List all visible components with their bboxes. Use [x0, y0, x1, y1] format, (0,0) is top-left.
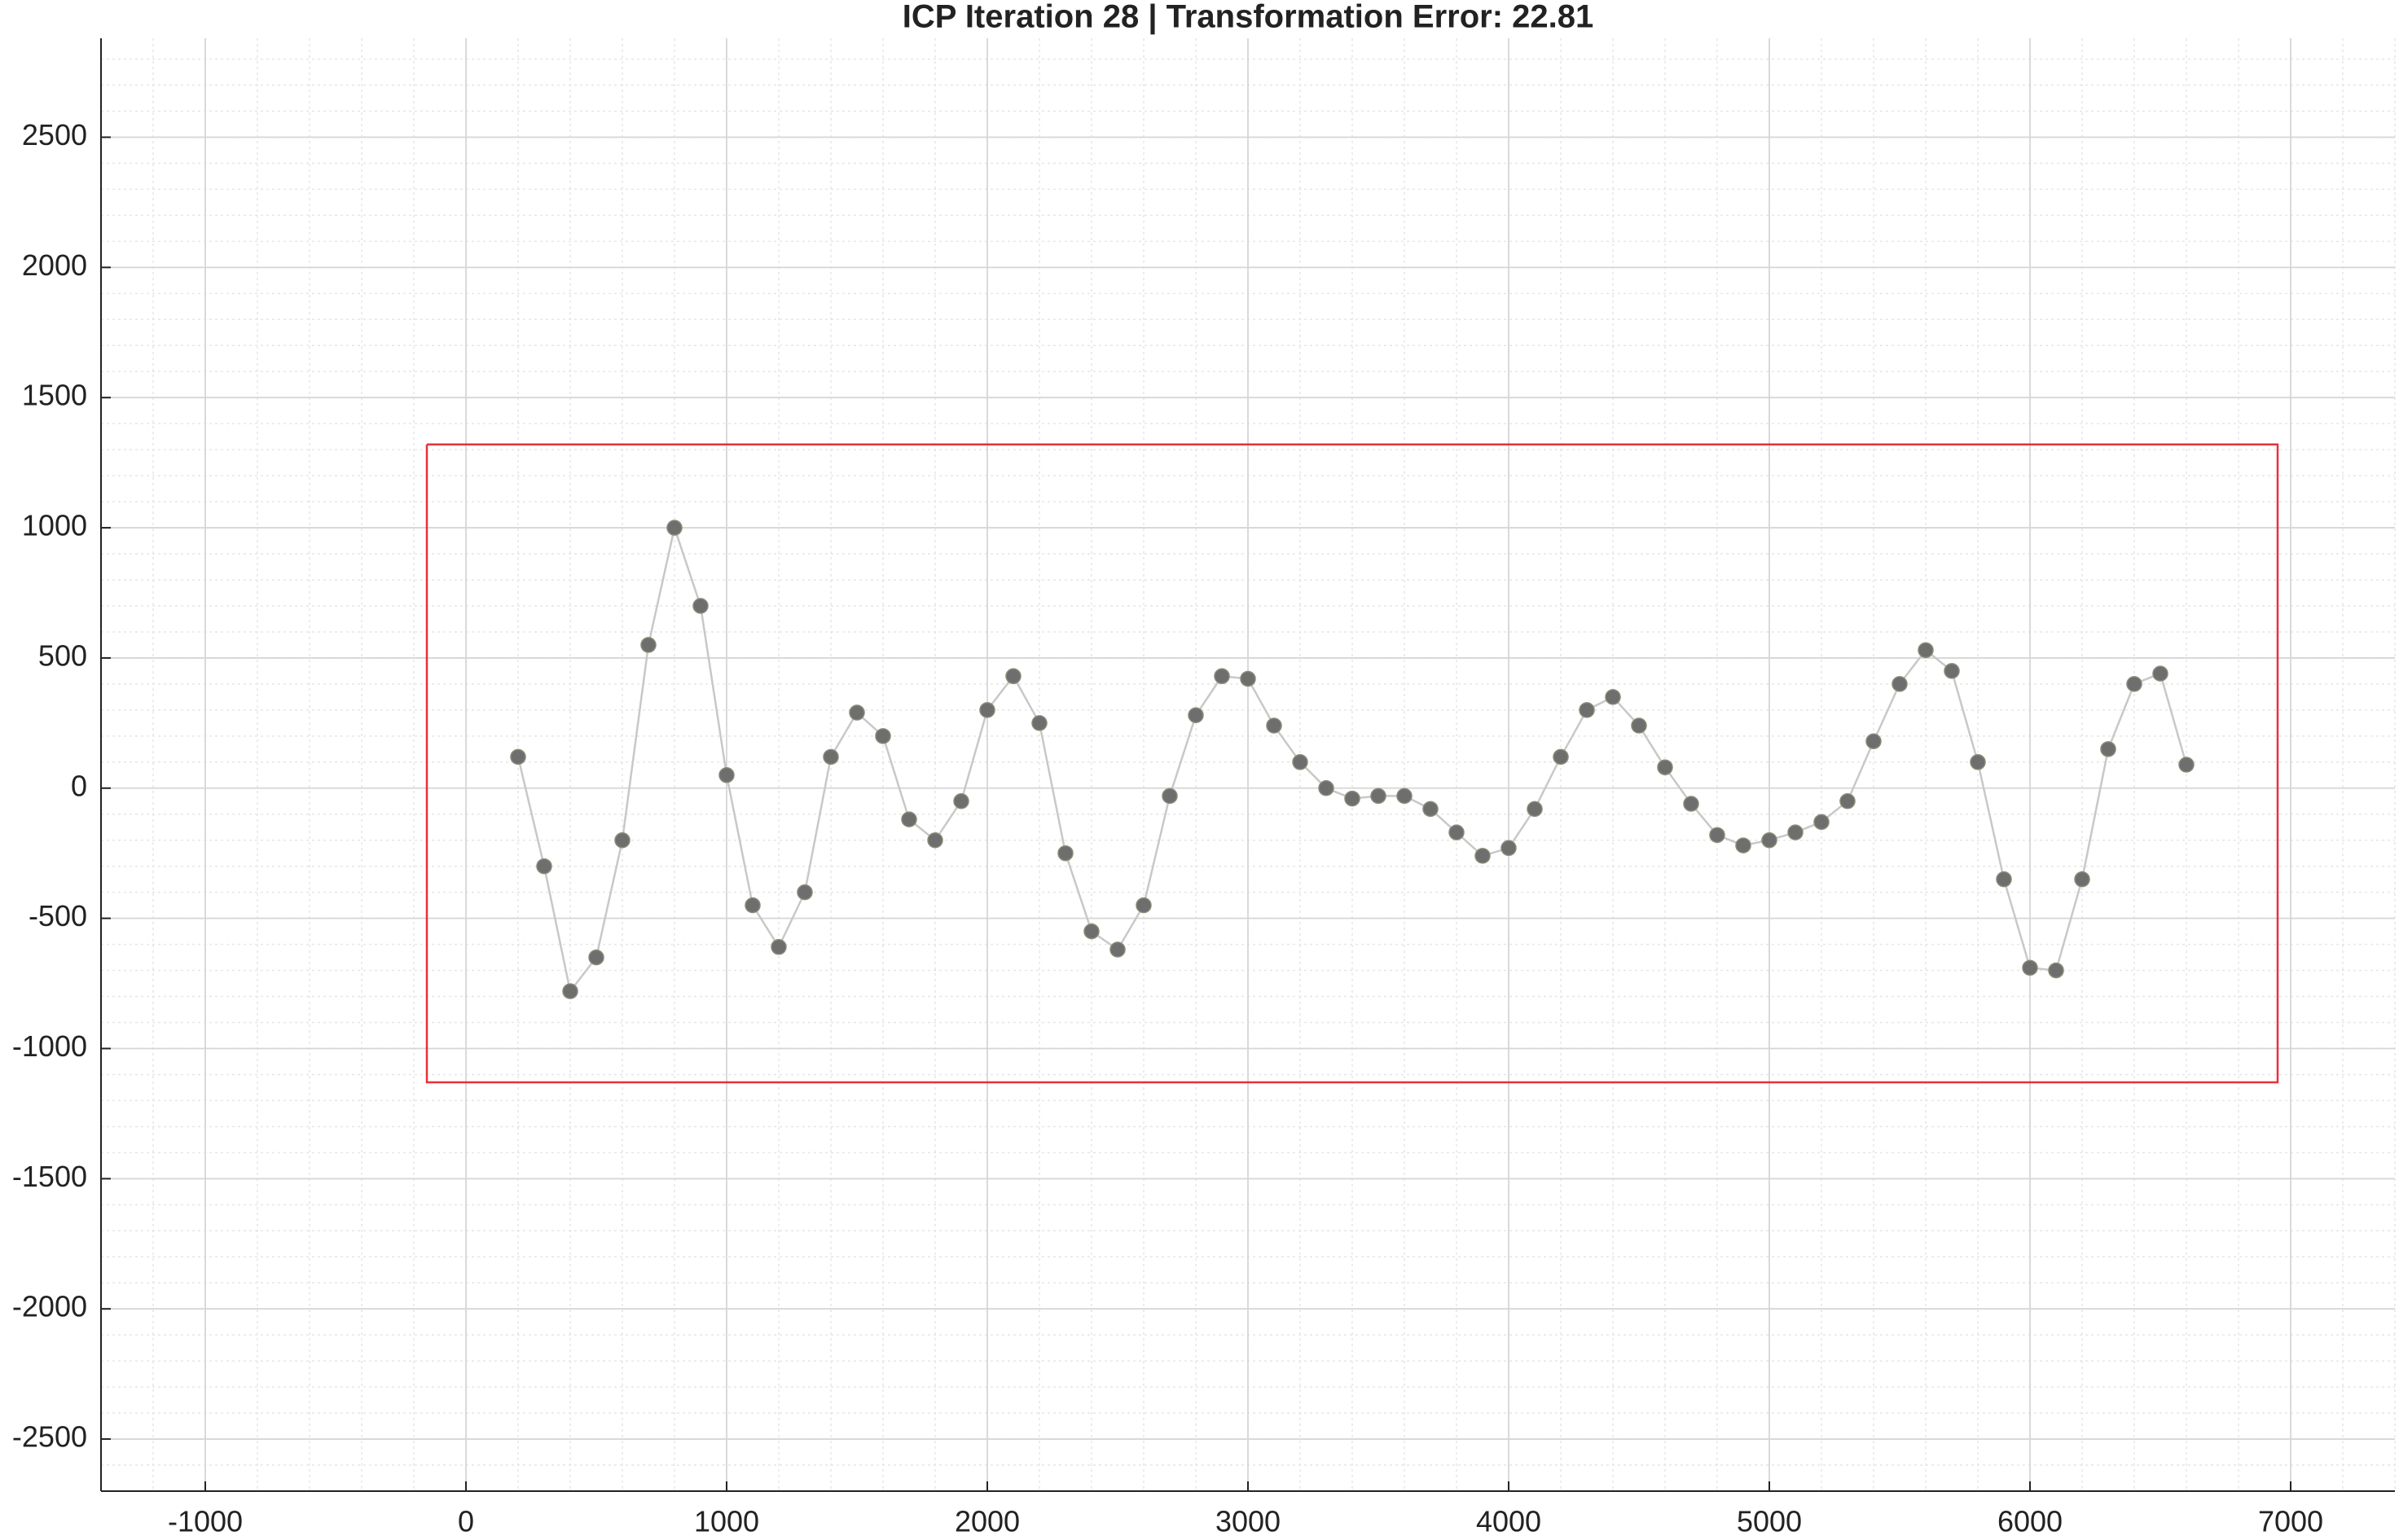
point — [2152, 665, 2168, 682]
point — [1005, 668, 1022, 685]
point — [510, 748, 526, 766]
point — [1735, 837, 1751, 853]
point — [1500, 840, 1517, 857]
point — [1527, 801, 1543, 818]
y-tick-label: 500 — [38, 638, 87, 672]
point — [1944, 663, 1960, 679]
point — [1396, 788, 1413, 805]
point — [562, 983, 578, 999]
point — [1318, 780, 1334, 796]
point — [1657, 759, 1673, 775]
point — [1996, 871, 2012, 888]
x-tick-label: 5000 — [1737, 1505, 1802, 1538]
point — [1083, 923, 1100, 940]
point — [692, 598, 709, 614]
point — [979, 702, 995, 718]
x-tick-label: 6000 — [1997, 1505, 2063, 1538]
x-tick-label: 3000 — [1215, 1505, 1281, 1538]
y-tick-label: 2000 — [22, 248, 87, 282]
point — [1109, 941, 1126, 958]
point — [1892, 676, 1908, 692]
point — [1553, 748, 1569, 766]
point — [927, 831, 943, 849]
y-tick-label: 2500 — [22, 118, 87, 151]
point — [2178, 757, 2195, 773]
x-tick-label: 2000 — [955, 1505, 1020, 1538]
chart-title: ICP Iteration 28 | Transformation Error:… — [903, 0, 1594, 35]
point — [771, 939, 787, 955]
point — [1970, 754, 1986, 770]
y-tick-label: 1000 — [22, 509, 87, 542]
y-tick-label: 0 — [71, 769, 87, 802]
point — [1292, 754, 1308, 770]
point — [2048, 962, 2064, 979]
point — [953, 793, 969, 809]
point — [666, 520, 683, 536]
point — [797, 884, 813, 901]
y-tick-label: -1000 — [12, 1029, 87, 1063]
point — [1813, 814, 1830, 831]
point — [1787, 824, 1804, 840]
point — [1162, 788, 1178, 805]
point — [875, 728, 891, 744]
x-tick-label: -1000 — [168, 1505, 243, 1538]
point — [718, 767, 735, 783]
point — [588, 949, 604, 966]
point — [1344, 790, 1360, 807]
point — [2100, 741, 2116, 757]
point — [614, 831, 631, 849]
point — [1422, 801, 1439, 818]
point — [1214, 668, 1230, 685]
point — [1266, 717, 1282, 734]
point — [1709, 827, 1725, 844]
point — [901, 811, 917, 827]
y-tick-label: -2000 — [12, 1290, 87, 1323]
x-tick-label: 0 — [458, 1505, 474, 1538]
point — [1761, 831, 1777, 849]
point — [1057, 845, 1074, 862]
point — [2022, 959, 2038, 976]
point — [536, 858, 552, 875]
point — [640, 637, 657, 653]
point — [1188, 707, 1204, 724]
point — [1370, 788, 1386, 805]
series-line — [425, 443, 2279, 1084]
point — [1579, 702, 1595, 718]
y-tick-label: -1500 — [12, 1160, 87, 1193]
point — [745, 897, 761, 914]
point — [1240, 670, 1256, 687]
y-tick-label: -500 — [29, 899, 87, 932]
point — [1448, 824, 1465, 840]
point — [2126, 676, 2142, 692]
point — [1631, 717, 1647, 734]
point — [1865, 733, 1882, 749]
point — [1839, 793, 1856, 809]
y-tick-label: 1500 — [22, 379, 87, 412]
point — [1031, 715, 1048, 731]
point — [2074, 871, 2090, 888]
x-tick-label: 1000 — [694, 1505, 759, 1538]
x-tick-label: 4000 — [1476, 1505, 1541, 1538]
x-tick-label: 7000 — [2258, 1505, 2323, 1538]
point — [1683, 796, 1699, 812]
point — [1474, 848, 1491, 864]
point — [1605, 689, 1621, 705]
point — [1918, 642, 1934, 659]
y-tick-label: -2500 — [12, 1420, 87, 1454]
point — [823, 748, 839, 766]
point — [849, 704, 865, 721]
point — [1136, 897, 1152, 914]
